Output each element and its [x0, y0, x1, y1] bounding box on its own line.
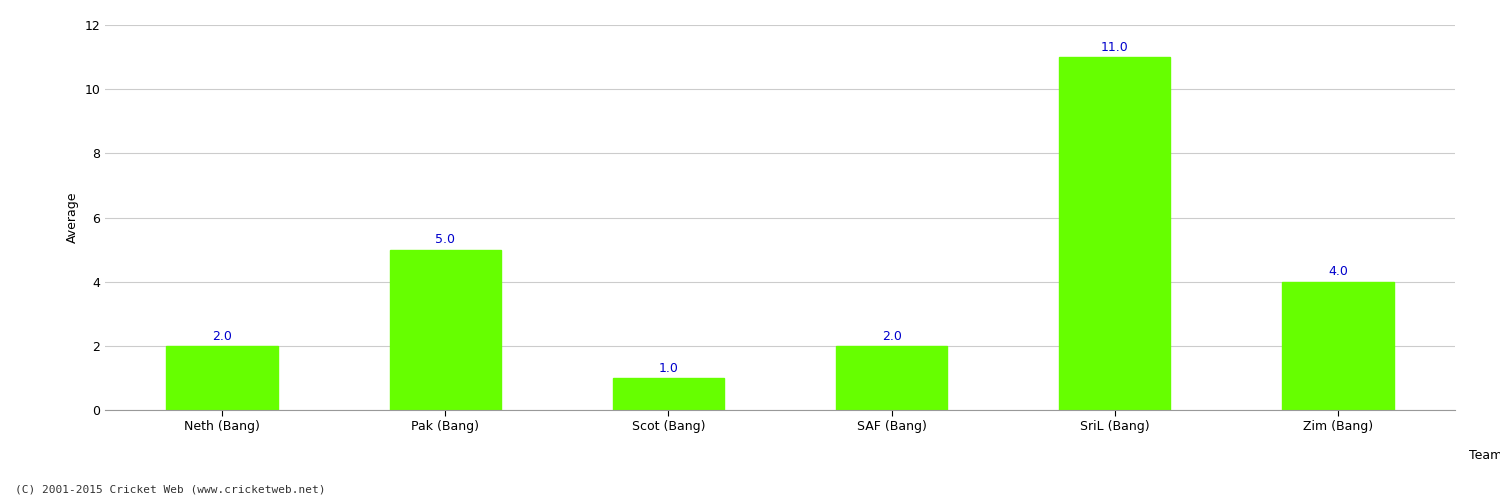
Bar — [836, 346, 948, 410]
Text: 4.0: 4.0 — [1328, 266, 1348, 278]
Text: 1.0: 1.0 — [658, 362, 678, 374]
Bar — [1282, 282, 1394, 410]
Text: 11.0: 11.0 — [1101, 41, 1128, 54]
Bar — [1059, 57, 1170, 410]
Text: Team: Team — [1468, 449, 1500, 462]
Y-axis label: Average: Average — [66, 192, 78, 244]
Text: 5.0: 5.0 — [435, 234, 456, 246]
Bar — [166, 346, 278, 410]
Bar — [612, 378, 724, 410]
Text: 2.0: 2.0 — [211, 330, 232, 342]
Text: (C) 2001-2015 Cricket Web (www.cricketweb.net): (C) 2001-2015 Cricket Web (www.cricketwe… — [15, 485, 326, 495]
Text: 2.0: 2.0 — [882, 330, 902, 342]
Bar — [390, 250, 501, 410]
